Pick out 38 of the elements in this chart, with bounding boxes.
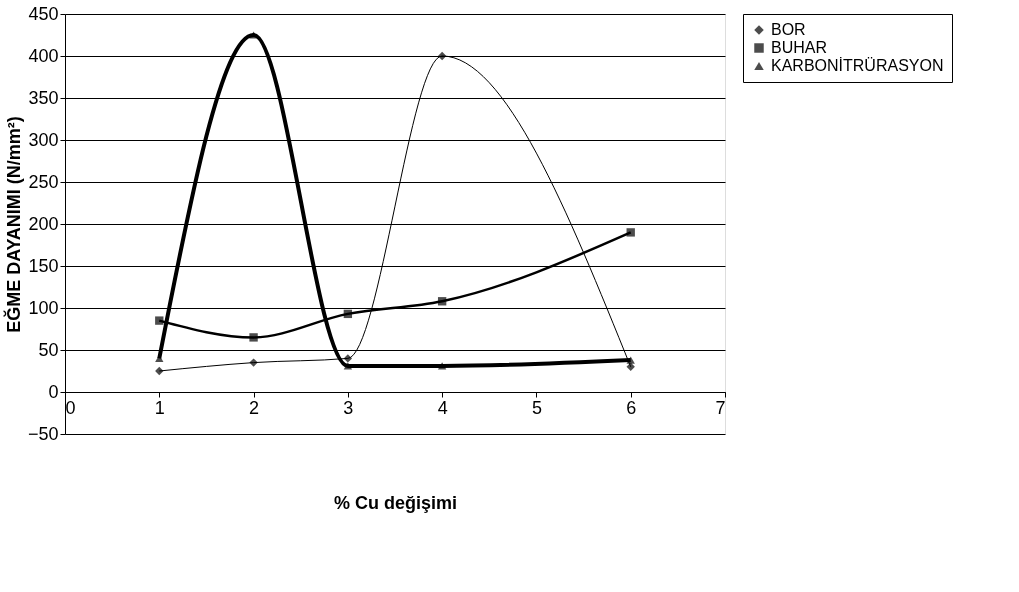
y-tick-label: 50 [38, 339, 59, 360]
y-tick-label: 200 [28, 213, 59, 234]
point [437, 362, 447, 370]
x-tick-label: 1 [154, 397, 165, 418]
point [249, 358, 258, 367]
x-tick-label: 4 [437, 397, 448, 418]
y-tick-label: 450 [28, 3, 59, 24]
y-axis-title: EĞME DAYANIMI (N/mm²) [2, 116, 24, 333]
x-tick-label: 0 [65, 397, 76, 418]
x-tick-label: 2 [249, 397, 260, 418]
point [249, 31, 258, 39]
legend-label: BUHAR [771, 39, 828, 56]
point [437, 51, 447, 61]
y-tick-label: 300 [28, 129, 59, 150]
y-tick-label: −50 [27, 423, 59, 444]
point [249, 333, 258, 342]
x-tick-label: 6 [626, 397, 637, 418]
point [626, 362, 635, 371]
point [626, 228, 635, 237]
y-tick-label: 0 [48, 381, 59, 402]
point [626, 356, 635, 364]
y-tick-label: 350 [28, 87, 59, 108]
point [343, 354, 353, 363]
point [343, 362, 353, 370]
legend-label: BOR [771, 21, 806, 38]
y-tick-label: 250 [28, 171, 59, 192]
point [437, 297, 447, 306]
x-tick-label: 5 [531, 397, 542, 418]
y-tick-label: 100 [28, 297, 59, 318]
x-tick-label: 3 [343, 397, 354, 418]
x-tick-label: 7 [715, 397, 726, 418]
y-tick-label: 400 [28, 45, 59, 66]
point [155, 316, 164, 325]
x-axis-title: % Cu değişimi [333, 492, 458, 513]
legend-label: KARBONİTRÜRASYON [771, 56, 944, 74]
y-tick-label: 150 [28, 255, 59, 276]
point [155, 366, 164, 376]
point [343, 309, 353, 319]
